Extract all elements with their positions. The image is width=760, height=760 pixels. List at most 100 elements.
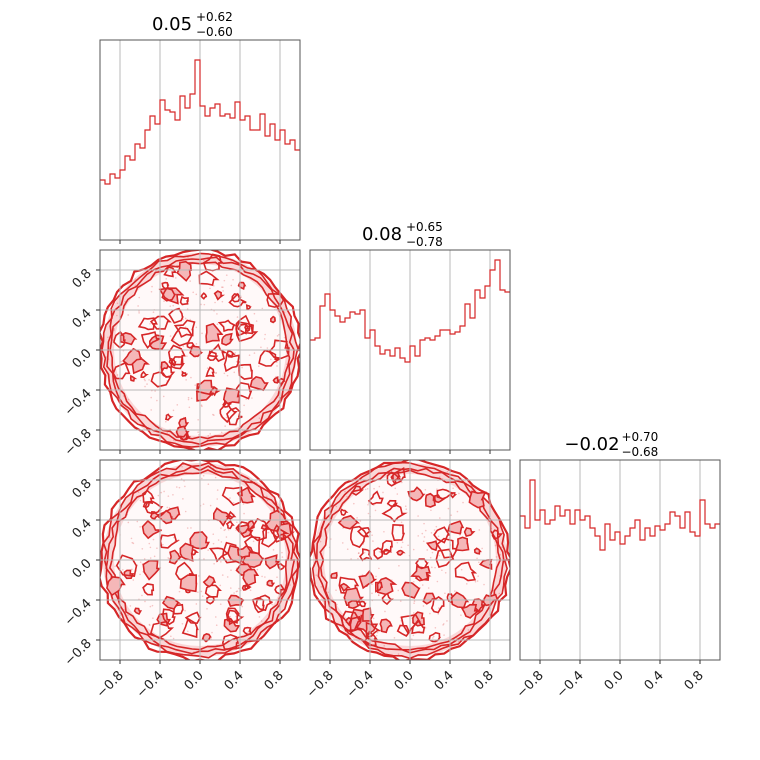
sample-point xyxy=(429,612,431,615)
sample-point xyxy=(398,564,400,567)
contour-blob xyxy=(161,281,170,290)
sample-point xyxy=(108,536,111,539)
sample-point xyxy=(263,338,266,340)
sample-point xyxy=(184,326,187,328)
sample-point xyxy=(175,486,178,488)
sample-point xyxy=(176,404,179,406)
sample-point xyxy=(441,569,443,572)
sample-point xyxy=(364,488,367,491)
sample-point xyxy=(213,285,215,287)
sample-point xyxy=(261,307,264,310)
contour-blob xyxy=(238,363,253,380)
sample-point xyxy=(396,541,399,544)
sample-point xyxy=(458,492,460,495)
sample-point xyxy=(222,286,224,289)
sample-point xyxy=(431,566,433,569)
contour-blob xyxy=(330,571,338,579)
sample-point xyxy=(215,372,218,374)
contour-blob xyxy=(179,295,189,306)
sample-point xyxy=(144,379,146,382)
contour-blob xyxy=(221,486,243,507)
sample-point xyxy=(136,520,139,523)
sample-point xyxy=(141,548,144,550)
sample-point xyxy=(358,552,360,554)
sample-point xyxy=(207,434,210,437)
sample-point xyxy=(438,517,441,519)
sample-point xyxy=(149,557,152,559)
sample-point xyxy=(243,404,245,407)
sample-point xyxy=(335,589,337,592)
sample-point xyxy=(444,592,446,595)
sample-point xyxy=(407,544,409,547)
sample-point xyxy=(400,521,403,524)
x-tick-label: −0.8 xyxy=(514,668,547,701)
sample-point xyxy=(372,617,375,620)
contour-ring xyxy=(109,469,291,651)
sample-point xyxy=(131,568,133,571)
sample-point xyxy=(148,624,151,626)
sample-point xyxy=(172,409,175,412)
sample-point xyxy=(216,489,219,491)
sample-point xyxy=(215,624,218,627)
sample-point xyxy=(481,547,483,550)
sample-point xyxy=(266,495,268,498)
x-tick-label: 0.0 xyxy=(602,668,627,693)
contour-blob xyxy=(167,344,186,366)
sample-point xyxy=(202,503,205,505)
sample-point xyxy=(221,574,224,576)
contour-blob xyxy=(223,353,241,373)
sample-point xyxy=(344,490,346,493)
sample-point xyxy=(152,311,155,313)
contour-blob xyxy=(225,607,241,624)
sample-point xyxy=(212,413,214,416)
sample-point xyxy=(198,434,200,436)
contour-blob xyxy=(359,548,373,562)
sample-point xyxy=(197,418,199,421)
contour-blob xyxy=(163,266,177,278)
contour-blob xyxy=(276,562,287,571)
sample-point xyxy=(186,355,188,357)
sample-point xyxy=(236,521,238,524)
sample-point xyxy=(378,485,381,488)
contour-x0-x1-panel: −0.8 −0.4 0.0 0.4 0.8 xyxy=(62,249,301,459)
sample-point xyxy=(432,637,434,639)
sample-point xyxy=(437,613,440,615)
sample-point xyxy=(258,417,261,419)
sample-point xyxy=(200,303,202,306)
contour-blob xyxy=(268,339,290,360)
sample-point xyxy=(213,414,215,416)
sample-point xyxy=(149,605,152,608)
sample-point xyxy=(242,503,245,505)
sample-point xyxy=(495,556,498,558)
sample-point xyxy=(178,590,181,593)
sample-point xyxy=(226,576,229,578)
panel-title-plus: +0.62 xyxy=(196,10,233,24)
sample-point xyxy=(107,336,109,339)
contour-blob xyxy=(217,319,236,333)
sample-point xyxy=(184,609,186,612)
sample-point xyxy=(189,318,191,321)
sample-point xyxy=(257,365,260,367)
sample-point xyxy=(141,594,143,597)
sample-point xyxy=(438,607,440,609)
sample-point xyxy=(322,600,325,602)
contour-blob xyxy=(367,490,384,506)
sample-point xyxy=(442,623,445,625)
sample-point xyxy=(356,517,358,519)
sample-point xyxy=(276,365,278,367)
sample-point xyxy=(315,574,318,576)
contour-blob xyxy=(181,370,189,377)
sample-point xyxy=(417,535,420,537)
sample-point xyxy=(223,279,226,282)
contour-blob xyxy=(206,595,216,605)
contour-blob xyxy=(202,575,216,588)
contour-blob xyxy=(435,548,455,568)
sample-point xyxy=(359,520,362,522)
sample-point xyxy=(435,525,438,528)
sample-point xyxy=(127,521,130,524)
x-tick-label: 0.8 xyxy=(472,668,497,693)
sample-point xyxy=(241,605,244,608)
sample-point xyxy=(130,537,133,540)
sample-point xyxy=(216,313,218,315)
contour-blob xyxy=(243,536,261,555)
